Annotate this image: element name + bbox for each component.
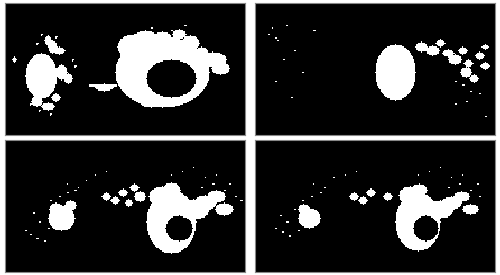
Text: d): d) (260, 144, 274, 158)
Text: a): a) (10, 7, 24, 21)
Text: b): b) (260, 7, 274, 21)
Text: c): c) (10, 144, 23, 158)
